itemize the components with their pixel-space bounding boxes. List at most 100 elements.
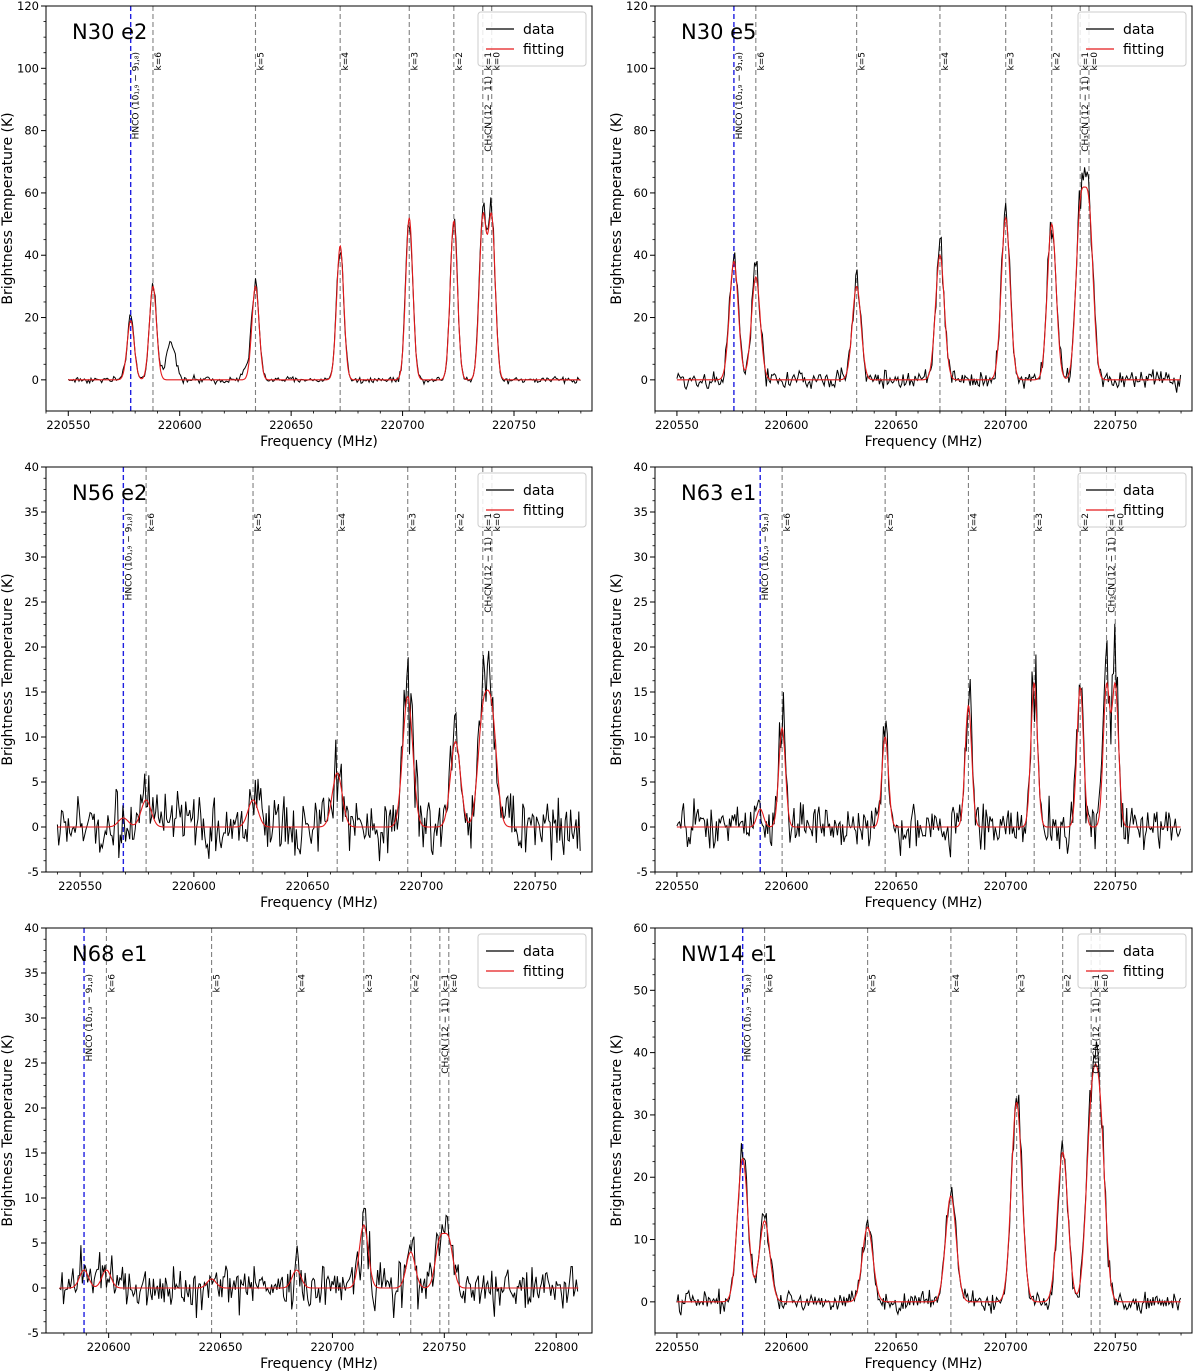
panel-title: N68 e1 [72, 942, 147, 966]
k-line-label: k=3 [409, 513, 419, 531]
x-tick-label: 220550 [655, 418, 699, 432]
x-tick-label: 220700 [399, 879, 443, 893]
y-tick-label: 0 [641, 1295, 648, 1309]
x-tick-label: 220800 [534, 1340, 578, 1354]
legend-data-label: data [1123, 22, 1155, 38]
k-line-label: k=5 [869, 974, 879, 992]
k-line-label: k=6 [154, 52, 164, 71]
hnco-line-label: HNCO (10₁,₉ − 9₁,₈) [735, 52, 745, 139]
ch3cn-line-label: CH₃CN (12 − 11) [1092, 998, 1102, 1074]
y-tick-label: 120 [626, 0, 648, 13]
y-tick-label: 0 [641, 820, 648, 834]
y-tick-label: 0 [641, 373, 648, 387]
y-axis-label: Brightness Temperature (K) [609, 1034, 625, 1226]
k-line-label: k=1 [1108, 513, 1118, 531]
y-tick-label: -5 [637, 865, 648, 879]
k-line-label: k=4 [969, 513, 979, 532]
y-tick-label: 10 [633, 1233, 648, 1247]
x-axis-label: Frequency (MHz) [260, 434, 378, 450]
x-tick-label: 220750 [422, 1340, 466, 1354]
fitting-series-line [676, 681, 1181, 828]
k-line-label: k=4 [341, 52, 351, 71]
y-tick-label: 5 [641, 775, 648, 789]
panel-2: 0 20 40 60 80 100 120 220550 220600 220650 220700 2… [609, 0, 1193, 450]
y-tick-label: 20 [633, 311, 648, 325]
legend-fitting-label: fitting [1123, 42, 1164, 58]
y-axis-label: Brightness Temperature (K) [609, 573, 625, 765]
k-line-label: k=2 [455, 52, 465, 70]
k-line-label: k=4 [941, 52, 951, 71]
ch3cn-line-label: CH₃CN (12 − 11) [1081, 76, 1091, 152]
y-tick-label: 80 [24, 124, 39, 138]
legend-fitting-label: fitting [523, 964, 564, 980]
panel-6: 0 10 20 30 40 50 60 220550 220600 220650 220700 220… [609, 921, 1193, 1372]
fitting-series-line [59, 1224, 579, 1289]
x-tick-label: 220750 [1093, 879, 1137, 893]
y-tick-label: 10 [633, 730, 648, 744]
y-tick-label: 0 [32, 820, 39, 834]
k-line-label: k=0 [1090, 52, 1100, 71]
y-axis-label: Brightness Temperature (K) [0, 573, 16, 765]
k-line-label: k=5 [886, 513, 896, 531]
y-axis-label: Brightness Temperature (K) [609, 112, 625, 304]
data-series-line [67, 197, 581, 386]
x-tick-label: 220600 [172, 879, 216, 893]
ch3cn-line-label: CH₃CN (12 − 11) [441, 998, 451, 1074]
y-tick-label: 20 [24, 1101, 39, 1115]
x-tick-label: 220550 [655, 1340, 699, 1354]
y-tick-label: 25 [24, 1056, 39, 1070]
panel-title: NW14 e1 [681, 942, 777, 966]
k-line-label: k=3 [1007, 52, 1017, 70]
x-tick-label: 220550 [58, 879, 102, 893]
y-tick-label: 15 [633, 685, 648, 699]
fitting-series-line [57, 689, 581, 828]
y-tick-label: 120 [17, 0, 39, 13]
y-tick-label: 80 [633, 124, 648, 138]
y-tick-label: 100 [626, 61, 648, 75]
data-series-line [676, 1041, 1182, 1316]
panel-1: 0 20 40 60 80 100 120 220550 220600 220650 220700 2… [0, 0, 593, 450]
x-axis-label: Frequency (MHz) [260, 895, 378, 911]
k-line-label: k=0 [493, 52, 503, 71]
hnco-line-label: HNCO (10₁,₉ − 9₁,₈) [744, 974, 754, 1061]
x-tick-label: 220700 [984, 418, 1028, 432]
x-tick-label: 220700 [984, 1340, 1028, 1354]
k-line-label: k=5 [256, 52, 266, 70]
y-tick-label: 35 [24, 505, 39, 519]
y-tick-label: 60 [633, 921, 648, 935]
k-line-label: k=1 [441, 974, 451, 992]
legend-data-label: data [523, 944, 555, 960]
panel-title: N56 e2 [72, 481, 147, 505]
x-tick-label: 220650 [874, 1340, 918, 1354]
x-tick-label: 220600 [158, 418, 202, 432]
data-series-line [59, 1207, 579, 1319]
k-line-label: k=2 [1053, 52, 1063, 70]
x-axis-label: Frequency (MHz) [865, 895, 983, 911]
y-tick-label: 25 [633, 595, 648, 609]
legend-fitting-label: fitting [523, 503, 564, 519]
k-line-label: k=6 [147, 513, 157, 532]
x-tick-label: 220650 [874, 418, 918, 432]
x-tick-label: 220600 [765, 1340, 809, 1354]
x-tick-label: 220750 [513, 879, 557, 893]
k-line-label: k=4 [298, 974, 308, 993]
y-tick-label: 5 [32, 775, 39, 789]
y-tick-label: 0 [32, 1281, 39, 1295]
y-tick-label: 100 [17, 61, 39, 75]
panel-3: -5 0 5 10 15 20 25 30 35 40 220550 220600 220650 2207… [0, 460, 593, 911]
legend-box [477, 933, 587, 989]
hnco-line-label: HNCO (10₁,₉ − 9₁,₈) [124, 513, 134, 600]
k-line-label: k=5 [858, 52, 868, 70]
k-line-label: k=6 [783, 513, 793, 532]
ch3cn-line-label: CH₃CN (12 − 11) [1108, 537, 1118, 613]
k-line-label: k=3 [365, 974, 375, 992]
x-tick-label: 220600 [765, 879, 809, 893]
y-tick-label: 10 [24, 730, 39, 744]
y-axis-label: Brightness Temperature (K) [0, 1034, 16, 1226]
k-line-label: k=5 [254, 513, 264, 531]
y-tick-label: 30 [633, 550, 648, 564]
y-tick-label: 40 [24, 460, 39, 474]
k-line-label: k=2 [1064, 974, 1074, 992]
legend-box [477, 472, 587, 528]
